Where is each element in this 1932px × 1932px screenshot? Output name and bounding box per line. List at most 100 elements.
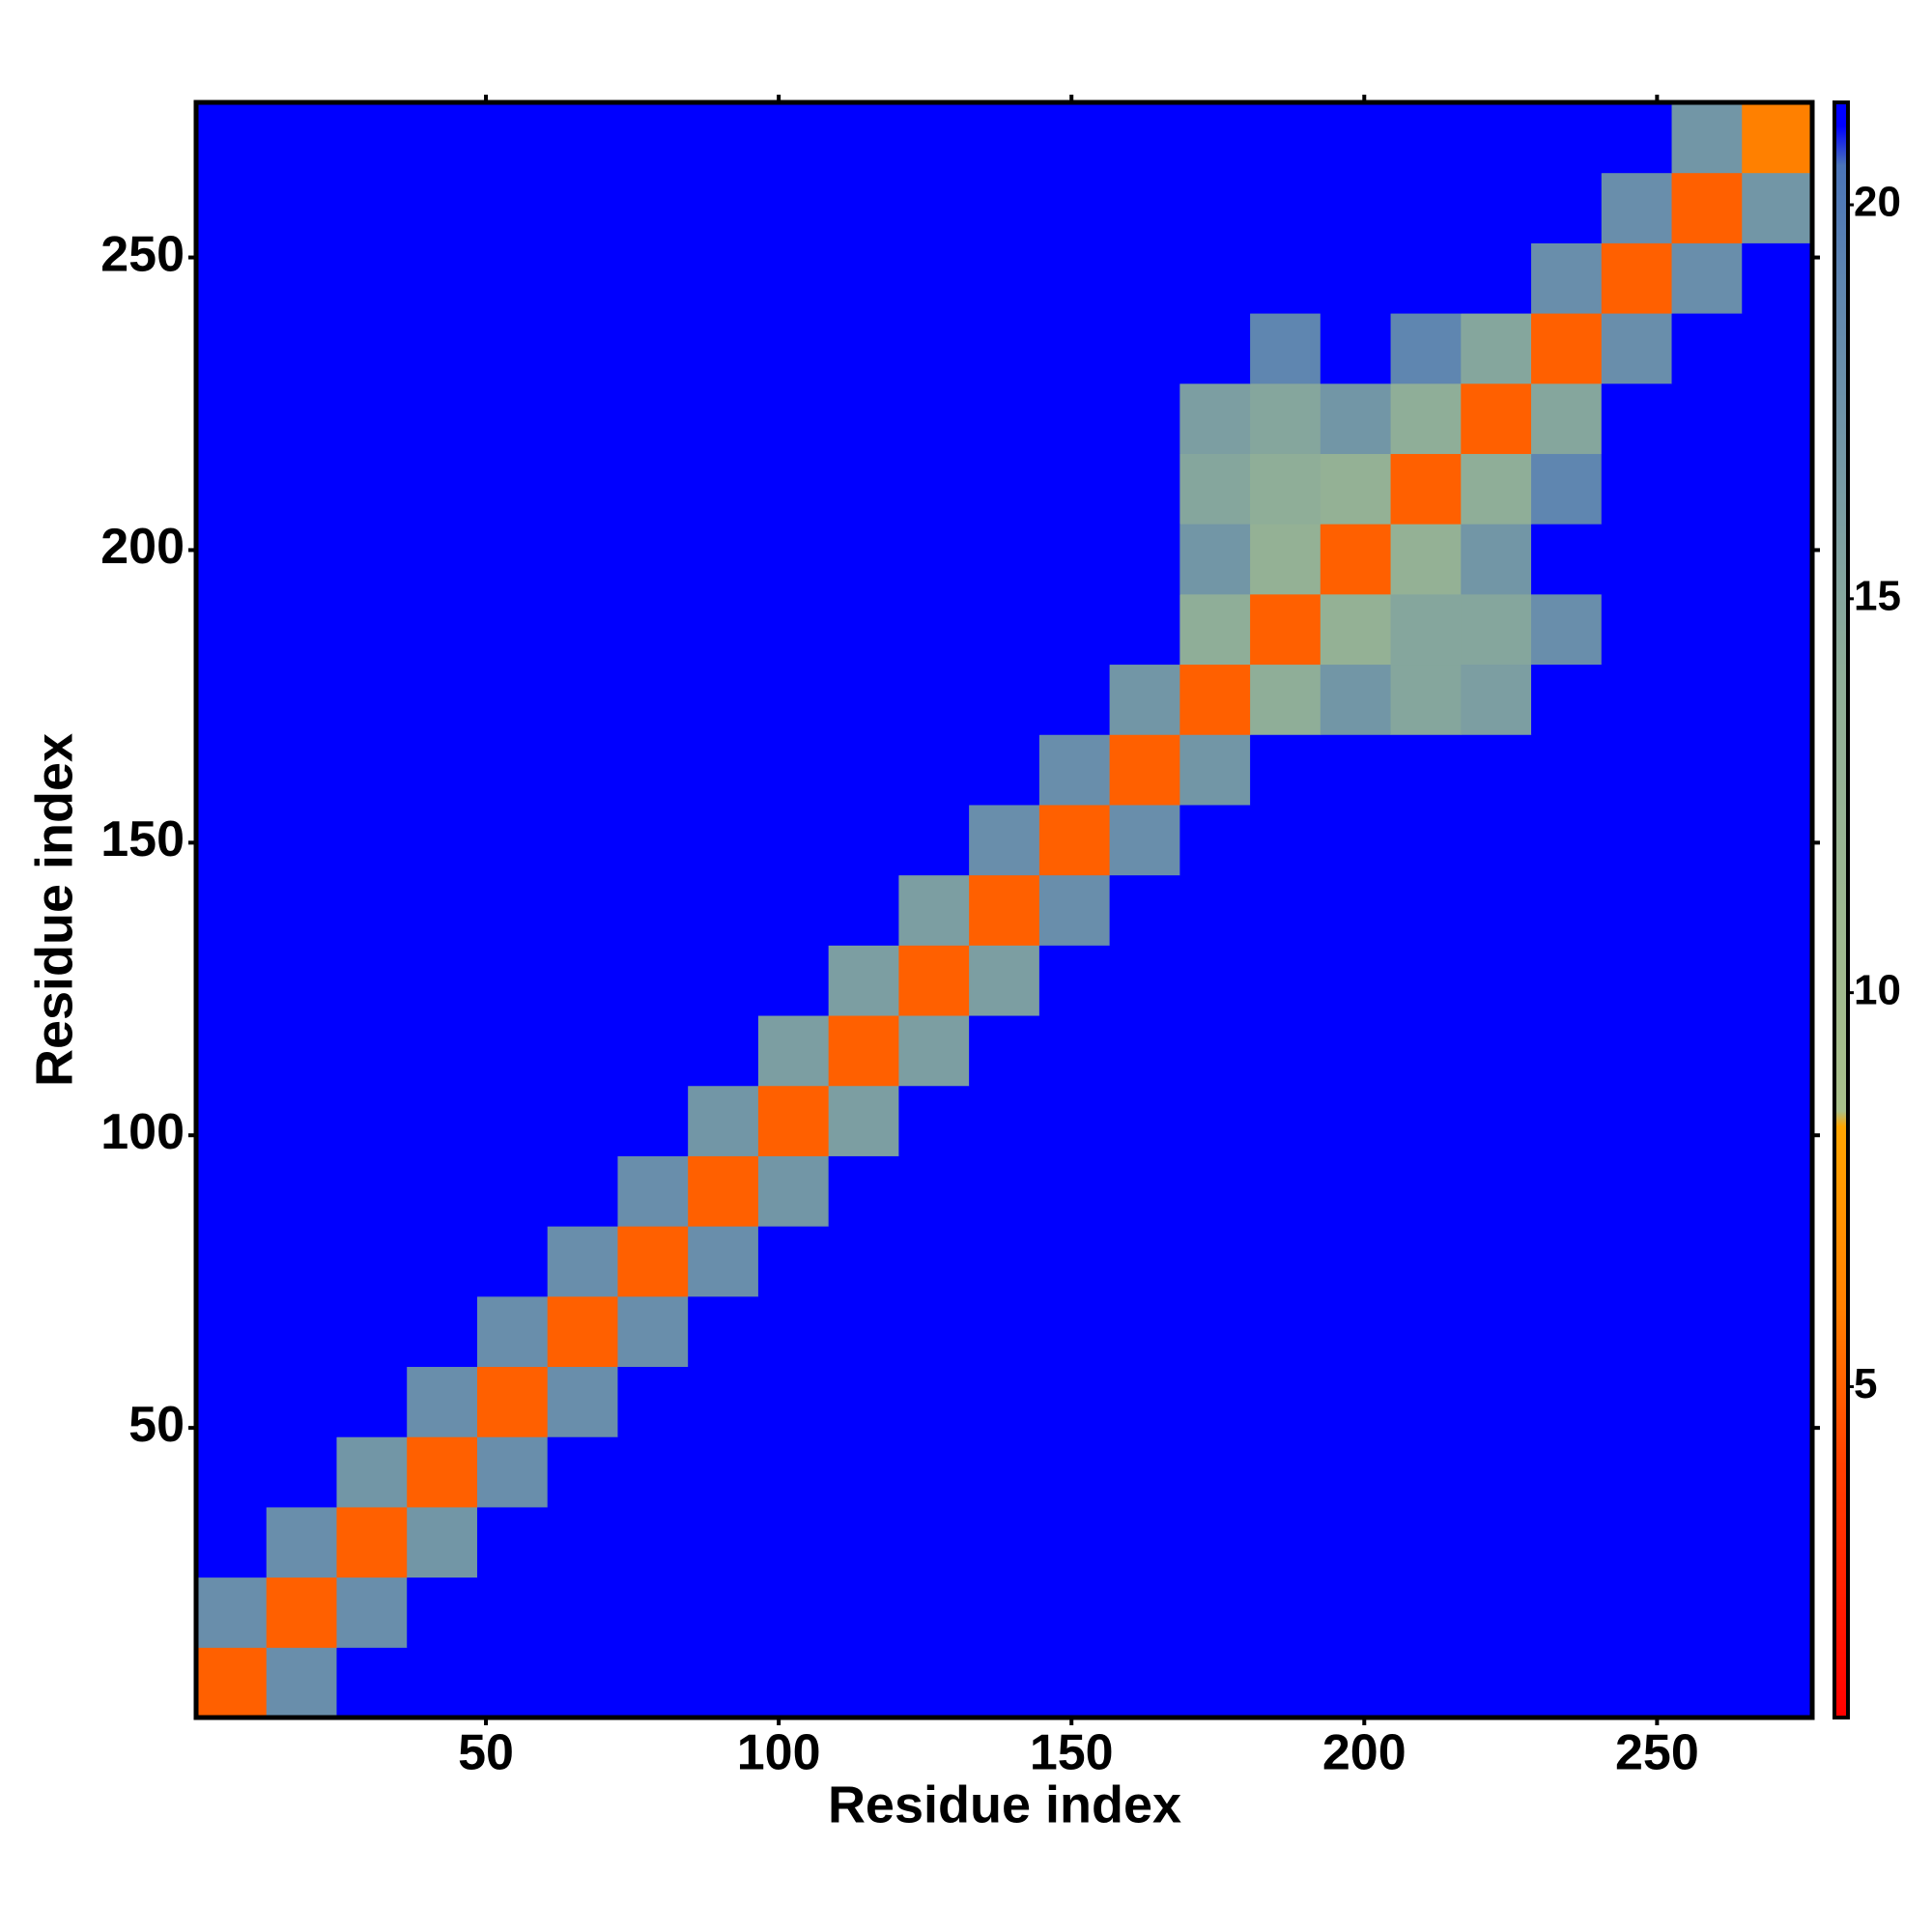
y-tick-label: 150	[100, 811, 185, 867]
heatmap-cell	[969, 734, 1040, 806]
heatmap-cell	[1038, 1506, 1111, 1578]
colorbar-tick-label: 15	[1854, 572, 1901, 619]
heatmap-cell	[1320, 1015, 1392, 1087]
heatmap-cell	[617, 874, 689, 946]
heatmap-cell	[969, 102, 1040, 174]
heatmap-cell	[1179, 593, 1251, 666]
heatmap-cell	[1671, 102, 1743, 174]
heatmap-cell	[757, 664, 830, 735]
heatmap-cell	[1671, 945, 1743, 1016]
heatmap-cell	[1109, 734, 1180, 806]
heatmap-cell	[617, 1155, 689, 1227]
heatmap-cell	[1671, 874, 1743, 946]
heatmap-cell	[898, 1155, 970, 1227]
heatmap-cell	[617, 945, 689, 1016]
heatmap-cell	[757, 1506, 830, 1578]
heatmap-cell	[1531, 1155, 1603, 1227]
heatmap-cell	[1179, 664, 1251, 735]
heatmap-cell	[196, 664, 268, 735]
heatmap-cell	[1109, 1155, 1180, 1227]
heatmap-cell	[1320, 313, 1392, 384]
heatmap-cell	[828, 1436, 899, 1508]
heatmap-cell	[1038, 1295, 1111, 1368]
heatmap-cell	[266, 1155, 337, 1227]
heatmap-cell	[1601, 1506, 1673, 1578]
heatmap-cell	[1742, 874, 1813, 946]
heatmap-cell	[1179, 1577, 1251, 1648]
heatmap-cell	[1461, 524, 1532, 595]
heatmap-cell	[1461, 1366, 1532, 1437]
heatmap-cell	[1250, 945, 1321, 1016]
heatmap-cell	[757, 313, 830, 384]
heatmap-cell	[407, 313, 478, 384]
heatmap-cell	[1038, 1436, 1111, 1508]
heatmap-cell	[266, 1506, 337, 1578]
heatmap-cell	[969, 593, 1040, 666]
heatmap-cell	[1601, 664, 1673, 735]
heatmap-cell	[617, 1015, 689, 1087]
heatmap-cell	[1742, 172, 1813, 243]
heatmap-cell	[1742, 313, 1813, 384]
heatmap-cell	[1038, 1085, 1111, 1156]
heatmap-cell	[1671, 453, 1743, 525]
heatmap-cell	[828, 524, 899, 595]
heatmap-cell	[476, 1295, 549, 1368]
heatmap-cell	[336, 804, 408, 876]
heatmap-cell	[828, 874, 899, 946]
heatmap-cell	[969, 1506, 1040, 1578]
heatmap-cell	[1250, 1085, 1321, 1156]
heatmap-cell	[1531, 1506, 1603, 1578]
heatmap-cell	[196, 1506, 268, 1578]
heatmap-cell	[336, 1647, 408, 1719]
heatmap-cell	[1320, 172, 1392, 243]
heatmap-cell	[266, 804, 337, 876]
heatmap-cell	[617, 102, 689, 174]
heatmap-cell	[688, 1366, 759, 1437]
heatmap-cell	[1179, 1436, 1251, 1508]
heatmap-cell	[828, 804, 899, 876]
colorbar-tick-label: 5	[1854, 1360, 1877, 1407]
heatmap-cell	[1601, 945, 1673, 1016]
heatmap-cell	[476, 1085, 549, 1156]
heatmap-cell	[1531, 874, 1603, 946]
x-tick-label: 250	[1615, 1725, 1699, 1781]
heatmap-cell	[1531, 664, 1603, 735]
heatmap-cell	[688, 1085, 759, 1156]
heatmap-cell	[196, 242, 268, 314]
heatmap-cell	[828, 1085, 899, 1156]
heatmap-cell	[1320, 1085, 1392, 1156]
heatmap-cell	[688, 1295, 759, 1368]
heatmap-cell	[1390, 1015, 1462, 1087]
heatmap-cell	[1109, 453, 1180, 525]
heatmap-cell	[1461, 102, 1532, 174]
heatmap-cell	[1461, 453, 1532, 525]
heatmap-cell	[266, 945, 337, 1016]
heatmap-cell	[1038, 664, 1111, 735]
heatmap-cell	[1038, 1015, 1111, 1087]
heatmap-cell	[196, 1436, 268, 1508]
heatmap-cell	[898, 242, 970, 314]
heatmap-cell	[1461, 664, 1532, 735]
heatmap-cell	[1390, 804, 1462, 876]
heatmap-cell	[407, 734, 478, 806]
heatmap-cell	[336, 664, 408, 735]
heatmap-cell	[1671, 242, 1743, 314]
heatmap-cell	[1390, 945, 1462, 1016]
heatmap-cell	[1250, 313, 1321, 384]
heatmap-cell	[1390, 1436, 1462, 1508]
heatmap-cell	[1320, 874, 1392, 946]
heatmap-cell	[617, 524, 689, 595]
heatmap-cell	[1531, 1295, 1603, 1368]
heatmap-cell	[1601, 1226, 1673, 1297]
heatmap-cell	[1742, 734, 1813, 806]
heatmap-cell	[547, 242, 618, 314]
heatmap-cell	[1671, 1506, 1743, 1578]
heatmap-cell	[196, 172, 268, 243]
heatmap-cell	[1179, 1366, 1251, 1437]
heatmap-cell	[547, 1015, 618, 1087]
heatmap-cell	[476, 102, 549, 174]
heatmap-cell	[1461, 1577, 1532, 1648]
heatmap-cell	[969, 1577, 1040, 1648]
heatmap-cell	[1671, 1366, 1743, 1437]
colorbar-tick-label: 10	[1854, 966, 1901, 1013]
